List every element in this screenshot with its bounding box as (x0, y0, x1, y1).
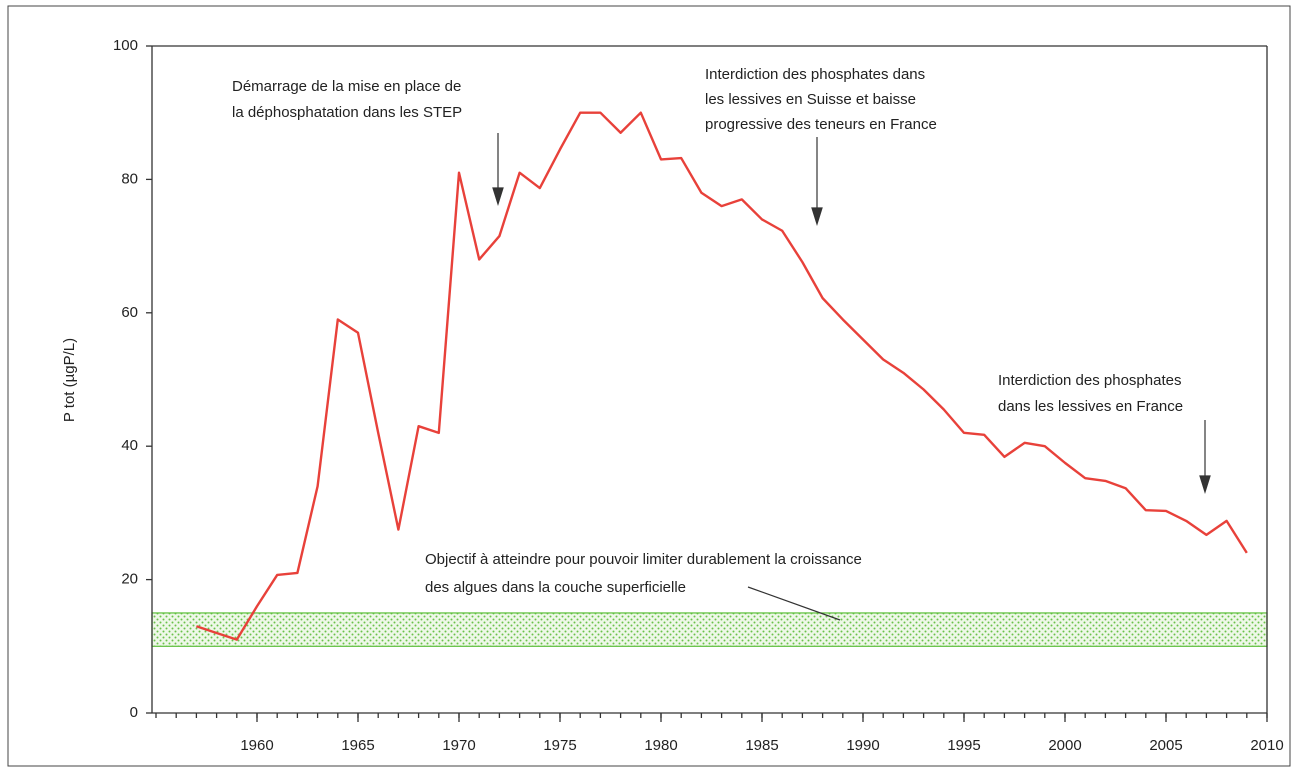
x-tick-label: 2010 (1250, 737, 1283, 754)
annotation: Démarrage de la mise en place de (232, 78, 461, 95)
annotation: dans les lessives en France (998, 398, 1183, 415)
y-tick-label: 100 (113, 37, 138, 54)
x-tick-label: 1980 (644, 737, 677, 754)
arrow-head (1199, 475, 1211, 495)
y-tick-label: 20 (121, 571, 138, 588)
y-tick-label: 40 (121, 437, 138, 454)
y-axis-label: P tot (µgP/L) (61, 338, 78, 422)
x-tick-label: 1985 (745, 737, 778, 754)
annotation: des algues dans la couche superficielle (425, 579, 686, 596)
pointer-line (747, 586, 841, 621)
y-tick-label: 80 (121, 170, 138, 187)
x-tick-label: 1975 (543, 737, 576, 754)
arrow-head (811, 207, 823, 227)
x-tick-label: 1995 (947, 737, 980, 754)
annotations: Démarrage de la mise en place de la déph… (232, 66, 1183, 596)
annotation: Objectif à atteindre pour pouvoir limite… (425, 551, 862, 568)
y-tick-label: 0 (130, 704, 138, 721)
frame (7, 5, 1291, 767)
x-tick-label: 2005 (1149, 737, 1182, 754)
x-tick-label: 1970 (442, 737, 475, 754)
data-line (196, 111, 1248, 641)
x-tick-label: 1990 (846, 737, 879, 754)
target-band (151, 612, 1268, 647)
annotation: progressive des teneurs en France (705, 116, 937, 133)
x-tick-label: 1965 (341, 737, 374, 754)
annotation: les lessives en Suisse et baisse (705, 91, 916, 108)
annotation: Interdiction des phosphates dans (705, 66, 925, 83)
y-tick-label: 60 (121, 304, 138, 321)
annotation: la déphosphatation dans les STEP (232, 104, 462, 121)
x-tick-label: 2000 (1048, 737, 1081, 754)
arrows (492, 133, 1211, 621)
annotation: Interdiction des phosphates (998, 372, 1181, 389)
x-tick-label: 1960 (240, 737, 273, 754)
arrow-head (492, 187, 504, 207)
